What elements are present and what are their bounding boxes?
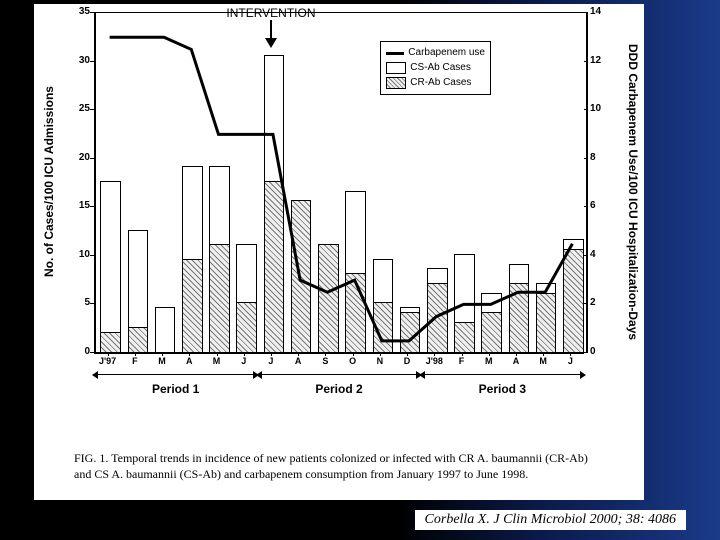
legend-cr-label: CR-Ab Cases [410,76,471,90]
cr-bar [128,327,149,353]
x-tick-label: M [539,356,547,366]
cs-bar [100,181,121,353]
y-left-tick-label: 30 [72,55,90,66]
period-bracket [425,374,580,375]
x-tick-label: M [485,356,493,366]
y-left-tick-label: 5 [72,297,90,308]
cr-bar [236,302,257,353]
x-tick-label: J'98 [426,356,443,366]
period-label: Period 3 [479,382,526,396]
x-tick-label: N [377,356,384,366]
y-right-tick-label: 12 [590,55,601,66]
x-tick-label: J [268,356,273,366]
y-right-tick-label: 6 [590,200,596,211]
cr-bar [182,259,203,353]
x-tick-label: M [213,356,221,366]
x-tick-label: D [404,356,411,366]
cr-bar [264,181,285,353]
cr-bar [427,283,448,353]
cr-bar [454,322,475,353]
cs-bar [155,307,176,353]
legend-line-swatch [386,52,404,55]
legend: Carbapenem use CS-Ab Cases CR-Ab Cases [380,41,491,95]
legend-cr-swatch [386,77,406,89]
y-left-tick-label: 0 [72,346,90,357]
x-tick-label: A [186,356,193,366]
cr-bar [373,302,394,353]
x-tick-label: A [295,356,302,366]
y-left-tick-label: 20 [72,152,90,163]
x-tick-label: F [459,356,465,366]
period-bracket [262,374,417,375]
period-label: Period 2 [315,382,362,396]
x-tick-label: F [132,356,138,366]
x-tick-label: J [568,356,573,366]
x-tick-label: O [349,356,356,366]
x-tick-label: S [322,356,328,366]
legend-cr-row: CR-Ab Cases [386,76,485,90]
legend-line-row: Carbapenem use [386,46,485,60]
y-right-tick-label: 0 [590,346,596,357]
period-bracket [98,374,253,375]
figure-caption: FIG. 1. Temporal trends in incidence of … [74,450,604,482]
cr-bar [291,200,312,353]
y-left-tick-label: 25 [72,103,90,114]
y-left-tick-label: 15 [72,200,90,211]
x-tick-label: M [158,356,166,366]
legend-cs-row: CS-Ab Cases [386,61,485,75]
plot-area: Carbapenem use CS-Ab Cases CR-Ab Cases [94,12,588,353]
legend-line-label: Carbapenem use [408,46,485,60]
slide: No. of Cases/100 ICU Admissions DDD Carb… [0,0,720,540]
y-right-tick-label: 10 [590,103,601,114]
x-tick-label: J [241,356,246,366]
cr-bar [536,293,557,353]
y-right-tick-label: 4 [590,249,596,260]
legend-cs-swatch [386,62,406,74]
cr-bar [318,244,339,353]
y-left-tick-label: 35 [72,6,90,17]
cr-bar [345,273,366,353]
figure-panel: No. of Cases/100 ICU Admissions DDD Carb… [34,4,644,500]
y-right-tick-label: 8 [590,152,596,163]
period-label: Period 1 [152,382,199,396]
x-tick-label: A [513,356,520,366]
legend-cs-label: CS-Ab Cases [410,61,471,75]
cr-bar [509,283,530,353]
y-right-tick-label: 2 [590,297,596,308]
y-axis-left-label: No. of Cases/100 ICU Admissions [42,86,56,277]
y-left-tick-label: 10 [72,249,90,260]
y-right-tick-label: 14 [590,6,601,17]
cr-bar [481,312,502,353]
cr-bar [400,312,421,353]
y-axis-right-label: DDD Carbapenem Use/100 ICU Hospitalizati… [626,44,640,340]
cr-bar [209,244,230,353]
cr-bar [100,332,121,353]
citation: Corbella X. J Clin Microbiol 2000; 38: 4… [415,510,686,530]
x-tick-label: J'97 [99,356,116,366]
cr-bar [563,249,584,353]
